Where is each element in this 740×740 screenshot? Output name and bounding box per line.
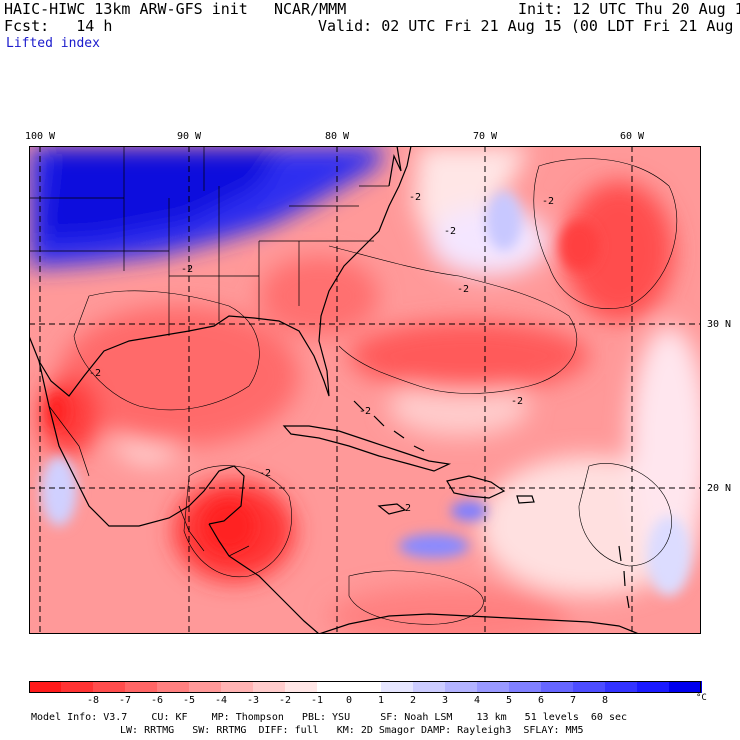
bahamas [353,400,425,452]
lon-label-100w: 100 W [24,131,56,142]
colorbar-tick-label: 3 [441,695,449,706]
lat-label-30n: 30 N [707,319,732,330]
pale-atlantic-sw [389,376,529,436]
colorbar-swatch [605,681,638,693]
colorbar-swatch [509,681,542,693]
model-info-line-2: LW: RRTMG SW: RRTMG DIFF: full KM: 2D Sm… [120,725,584,736]
coastlines [29,146,640,634]
contour-label: -2 [181,264,193,275]
contour-label: -2 [259,468,271,479]
unstable-central-atlantic [564,181,674,321]
lon-label-80w: 80 W [324,131,350,142]
stable-core [39,146,279,241]
org-label: NCAR/MMM [274,0,347,18]
colorbar-swatch [349,681,382,693]
blue-hispaniola [451,501,487,521]
light-blue-mexico [41,456,77,526]
colorbar-tick-label: 0 [345,695,353,706]
mexico-coast [38,360,245,527]
colorbar-tick-label: -4 [214,695,228,706]
central-america-coast [208,523,320,634]
field-name: Lifted index [6,36,100,51]
colorbar-swatch [253,681,286,693]
contour-label: -2 [359,406,371,417]
colorbar-tick-label: -8 [86,695,100,706]
colorbar-tick-label: 2 [409,695,417,706]
forecast-hour: Fcst: 14 h [4,17,113,35]
contour-label: -2 [409,192,421,203]
colorbar [29,681,702,693]
contour-label: -2 [457,284,469,295]
lifted-index-map: -2 -2 -2 -2 -2 -2 -2 -2 -2 -2 [29,146,701,634]
colorbar-swatch [317,681,350,693]
lat-lon-grid [29,146,701,634]
contour-label: -2 [444,226,456,237]
colorbar-swatch [157,681,190,693]
colorbar-swatch [477,681,510,693]
core-atlantic [559,221,599,271]
lesser-antilles [618,545,630,609]
light-blue-east [647,516,691,596]
contour-label: -2 [89,368,101,379]
valid-time: Valid: 02 UTC Fri 21 Aug 15 (00 LDT Fri … [318,17,740,35]
lat-label-20n: 20 N [707,483,732,494]
contour-label: -2 [542,196,554,207]
li-contours [73,158,678,625]
core-yucatan [204,501,254,551]
colorbar-swatch [29,681,62,693]
colorbar-swatch [637,681,670,693]
init-time: Init: 12 UTC Thu 20 Aug 15 [518,0,740,18]
contour-label: -2 [511,396,523,407]
cuba [282,425,452,472]
colorbar-tick-label: -1 [310,695,324,706]
blue-caribbean-patch [399,534,469,558]
unstable-caribbean-south [329,586,569,634]
colorbar-tick-label: 4 [473,695,481,706]
colorbar-tick-label: 7 [569,695,577,706]
colorbar-tick-label: 8 [601,695,609,706]
colorbar-swatch [61,681,94,693]
colorbar-swatch [573,681,606,693]
colorbar-tick-label: 6 [537,695,545,706]
model-info-line-1: Model Info: V3.7 CU: KF MP: Thompson PBL… [31,712,628,723]
colorbar-swatch [189,681,222,693]
colorbar-swatch [93,681,126,693]
model-title: HAIC-HIWC 13km ARW-GFS init [4,0,248,18]
colorbar-swatch [445,681,478,693]
map-border [29,146,701,634]
colorbar-swatch [669,681,702,693]
colorbar-tick-label: 5 [505,695,513,706]
colorbar-tick-label: -2 [278,695,292,706]
lon-label-90w: 90 W [176,131,202,142]
colorbar-swatch [413,681,446,693]
lon-label-60w: 60 W [619,131,645,142]
colorbar-swatch [381,681,414,693]
colorbar-swatch [285,681,318,693]
jamaica [377,503,407,515]
colorbar-unit: °C [696,693,707,703]
colorbar-tick-label: -6 [150,695,164,706]
us-gulf-east-coast [29,146,412,397]
colorbar-outline [29,681,701,693]
colorbar-tick-label: 1 [377,695,385,706]
unstable-gulf [59,306,299,446]
unstable-band [349,321,589,391]
chesapeake-area [388,146,402,187]
colorbar-tick-label: -5 [182,695,196,706]
colorbar-tick-label: -3 [246,695,260,706]
south-america-coast [318,613,640,634]
pale-east-edge [629,326,701,566]
hispaniola [446,475,506,499]
colorbar-tick-label: -7 [118,695,132,706]
unstable-southeast [259,256,379,336]
puerto-rico [516,495,535,504]
colorbar-swatch [541,681,574,693]
light-blue-atlantic [486,191,522,251]
lon-label-70w: 70 W [472,131,498,142]
colorbar-swatch [125,681,158,693]
political-borders [29,146,389,557]
contour-label: -2 [399,503,411,514]
colorbar-swatch [221,681,254,693]
